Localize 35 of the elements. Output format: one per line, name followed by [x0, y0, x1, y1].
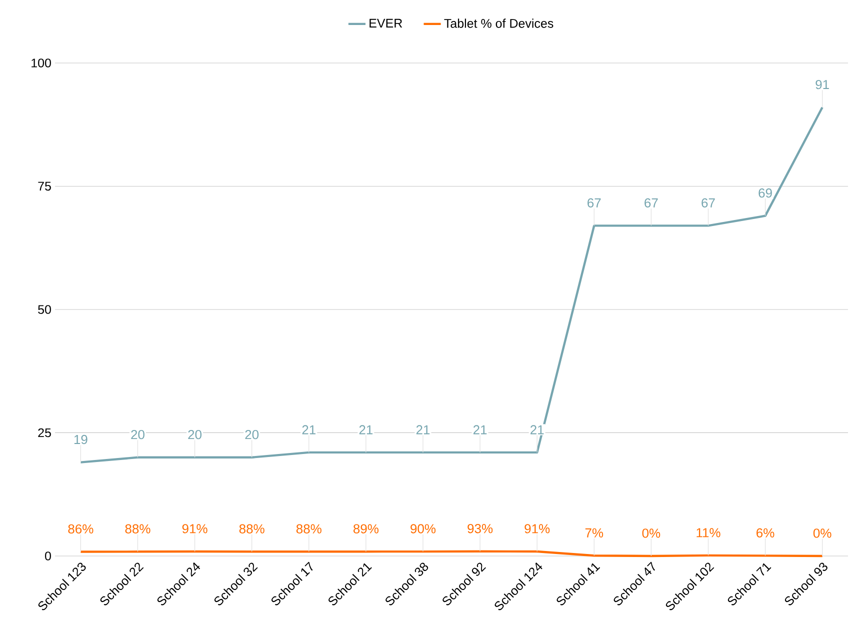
data-label: 88%: [239, 524, 264, 534]
data-label: 67: [644, 198, 658, 208]
y-tick-label: 100: [32, 58, 51, 68]
data-label: 88%: [125, 524, 150, 534]
data-label: 91%: [182, 524, 208, 534]
data-label: 93%: [468, 524, 493, 534]
legend-label: EVER: [370, 18, 402, 28]
data-label: 90%: [410, 524, 436, 534]
data-label: 21: [359, 425, 373, 434]
data-label: 91: [816, 80, 829, 90]
legend-label: Tablet % of Devices: [444, 18, 554, 28]
data-label: 91%: [524, 524, 550, 534]
y-tick-label: 0: [45, 552, 51, 560]
data-label: 20: [188, 430, 202, 440]
y-tick-label: 50: [38, 305, 51, 314]
data-label: 21: [416, 425, 430, 434]
data-label: 88%: [296, 524, 322, 534]
data-label: 21: [530, 425, 544, 434]
data-label: 21: [302, 425, 316, 434]
data-label: 67: [702, 198, 715, 208]
data-label: 6%: [756, 528, 774, 538]
y-tick-label: 25: [38, 428, 51, 438]
data-label: 21: [473, 425, 487, 434]
y-tick-label: 75: [38, 182, 51, 191]
data-label: 0%: [642, 528, 660, 538]
data-label: 86%: [68, 524, 94, 534]
data-label: 7%: [585, 528, 604, 538]
data-label: 89%: [353, 524, 378, 534]
data-label: 20: [245, 430, 259, 440]
data-label: 67: [588, 198, 601, 208]
data-label: 11%: [696, 528, 720, 538]
data-label: 0%: [813, 528, 832, 538]
data-label: 20: [131, 430, 144, 440]
data-label: 19: [74, 434, 88, 444]
data-label: 69: [758, 188, 772, 198]
